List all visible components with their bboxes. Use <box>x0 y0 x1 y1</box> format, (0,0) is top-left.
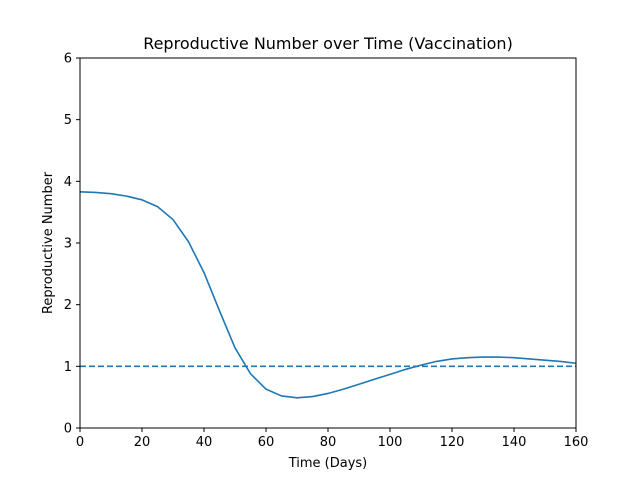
y-tick-label: 5 <box>64 113 72 128</box>
plot-area <box>79 191 577 399</box>
x-tick-label: 60 <box>258 435 275 450</box>
y-tick-label: 1 <box>64 360 72 375</box>
x-tick-label: 20 <box>134 435 151 450</box>
y-tick-label: 0 <box>64 422 72 437</box>
axes-frame <box>79 57 577 429</box>
y-axis-label: Reproductive Number <box>41 171 56 314</box>
reproductive-number-line <box>79 191 577 399</box>
x-tick-label: 140 <box>502 435 527 450</box>
x-axis-ticks: 0 20 40 60 80 100 120 140 160 <box>76 428 589 450</box>
x-tick-label: 120 <box>440 435 465 450</box>
x-tick-label: 0 <box>76 435 84 450</box>
y-tick-label: 4 <box>64 175 72 190</box>
x-axis-label: Time (Days) <box>288 456 368 471</box>
y-tick-label: 2 <box>64 298 72 313</box>
x-tick-label: 160 <box>564 435 589 450</box>
chart-title: Reproductive Number over Time (Vaccinati… <box>143 34 513 53</box>
x-tick-label: 100 <box>378 435 403 450</box>
x-tick-label: 40 <box>196 435 213 450</box>
x-tick-label: 80 <box>320 435 337 450</box>
y-tick-label: 6 <box>64 52 72 67</box>
y-axis-ticks: 0 1 2 3 4 5 6 <box>64 52 80 437</box>
y-tick-label: 3 <box>64 237 72 252</box>
